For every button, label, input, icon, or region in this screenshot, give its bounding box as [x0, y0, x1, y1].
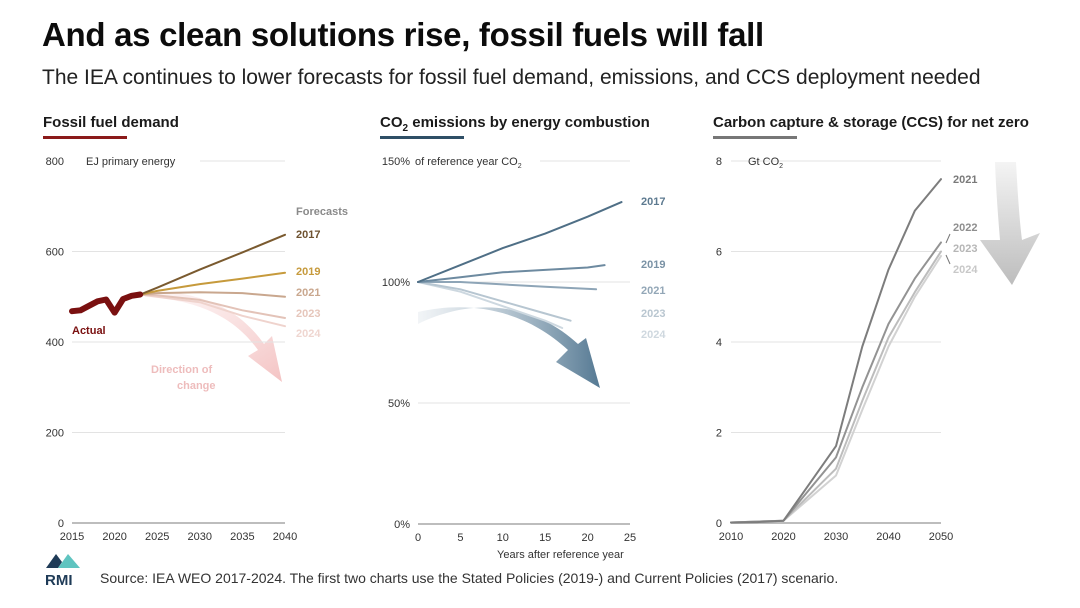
fossil-series-2023 — [139, 293, 286, 319]
fossil-y-tick-label: 400 — [46, 337, 64, 349]
fossil-x-tick-label: 2025 — [145, 531, 169, 543]
co2-chart-title-text: CO2 emissions by energy combustion — [380, 114, 650, 134]
direction-label-1: Direction of — [151, 364, 212, 376]
ccs-y-tick-label: 0 — [716, 518, 722, 530]
co2-series-label-2024: 2024 — [641, 329, 666, 341]
fossil-series-label-2024: 2024 — [296, 328, 321, 340]
fossil-x-tick-label: 2035 — [230, 531, 254, 543]
fossil-series-label-2017: 2017 — [296, 229, 320, 241]
co2-direction-arrow — [418, 307, 600, 388]
ccs-ylabel: Gt CO2 — [748, 156, 783, 170]
forecasts-label: Forecasts — [296, 206, 348, 218]
ccs-series-label-2023: 2023 — [953, 243, 977, 255]
source-note: Source: IEA WEO 2017-2024. The first two… — [100, 570, 839, 586]
ccs-chart-title-text: Carbon capture & storage (CCS) for net z… — [713, 114, 1029, 131]
rmi-logo-text: RMI — [45, 572, 73, 589]
page-subtitle: The IEA continues to lower forecasts for… — [42, 66, 981, 89]
fossil-x-tick-label: 2020 — [102, 531, 126, 543]
fossil-series-actual — [69, 291, 144, 316]
ccs-y-tick-label: 2 — [716, 428, 722, 440]
rmi-logo: RMI — [45, 554, 80, 589]
fossil-ylabel: EJ primary energy — [86, 156, 176, 168]
fossil-chart-title-text: Fossil fuel demand — [43, 114, 179, 131]
fossil-series-2019 — [139, 271, 286, 296]
co2-title-underline — [380, 136, 464, 139]
fossil-x-tick-label: 2030 — [188, 531, 212, 543]
ccs-series-2022 — [730, 241, 942, 524]
co2-series-2024 — [417, 281, 564, 329]
fossil-series-label-2021: 2021 — [296, 287, 320, 299]
ccs-x-tick-label: 2050 — [929, 531, 953, 543]
co2-x-tick-label: 5 — [457, 532, 463, 544]
ccs-series-label-2022: 2022 — [953, 222, 977, 234]
fossil-direction-arrow — [145, 290, 282, 382]
fossil-chart-title: Fossil fuel demand — [43, 114, 179, 139]
ccs-leader-line — [945, 233, 951, 244]
ccs-chart-title: Carbon capture & storage (CCS) for net z… — [713, 114, 1029, 139]
fossil-x-tick-label: 2040 — [273, 531, 297, 543]
co2-series-label-2021: 2021 — [641, 285, 665, 297]
ccs-series-2024 — [730, 255, 942, 524]
co2-chart-title: CO2 emissions by energy combustion — [380, 114, 650, 139]
direction-label-2: change — [177, 380, 216, 392]
co2-series-label-2017: 2017 — [641, 196, 665, 208]
co2-series-label-2023: 2023 — [641, 308, 665, 320]
ccs-x-tick-label: 2030 — [824, 531, 848, 543]
ccs-x-tick-label: 2020 — [771, 531, 795, 543]
fossil-x-tick-label: 2015 — [60, 531, 84, 543]
ccs-series-label-2024: 2024 — [953, 264, 978, 276]
co2-series-2019 — [417, 264, 606, 283]
co2-series-2017 — [417, 201, 623, 283]
ccs-title-underline — [713, 136, 797, 139]
ccs-x-tick-label: 2040 — [876, 531, 900, 543]
fossil-series-label-2019: 2019 — [296, 266, 320, 278]
co2-y-tick-label: 150% — [382, 156, 410, 168]
co2-y-tick-label: 0% — [394, 519, 410, 531]
page-title: And as clean solutions rise, fossil fuel… — [42, 16, 764, 53]
ccs-leader-line — [945, 254, 951, 265]
co2-series-2021 — [417, 281, 598, 291]
co2-x-tick-label: 10 — [497, 532, 509, 544]
co2-x-tick-label: 25 — [624, 532, 636, 544]
ccs-series-label-2021: 2021 — [953, 174, 977, 186]
fossil-series-2017 — [139, 233, 286, 296]
fossil-y-tick-label: 600 — [46, 247, 64, 259]
co2-y-tick-label: 50% — [388, 398, 410, 410]
co2-xlabel: Years after reference year — [497, 549, 624, 561]
ccs-series-2023 — [730, 250, 942, 524]
co2-x-tick-label: 20 — [581, 532, 593, 544]
fossil-y-tick-label: 800 — [46, 156, 64, 168]
co2-series-label-2019: 2019 — [641, 259, 665, 271]
co2-x-tick-label: 15 — [539, 532, 551, 544]
co2-y-tick-label: 100% — [382, 277, 410, 289]
co2-series-2023 — [417, 281, 572, 322]
ccs-y-tick-label: 6 — [716, 247, 722, 259]
actual-label: Actual — [72, 325, 106, 337]
ccs-y-tick-label: 8 — [716, 156, 722, 168]
fossil-title-underline — [43, 136, 127, 139]
ccs-x-tick-label: 2010 — [719, 531, 743, 543]
co2-ylabel: of reference year CO2 — [415, 156, 522, 170]
ccs-series-2021 — [730, 178, 942, 524]
fossil-y-tick-label: 0 — [58, 518, 64, 530]
ccs-y-tick-label: 4 — [716, 337, 722, 349]
fossil-series-label-2023: 2023 — [296, 308, 320, 320]
co2-x-tick-label: 0 — [415, 532, 421, 544]
ccs-direction-arrow — [980, 162, 1040, 285]
fossil-y-tick-label: 200 — [46, 428, 64, 440]
fossil-series-2021 — [139, 291, 286, 298]
